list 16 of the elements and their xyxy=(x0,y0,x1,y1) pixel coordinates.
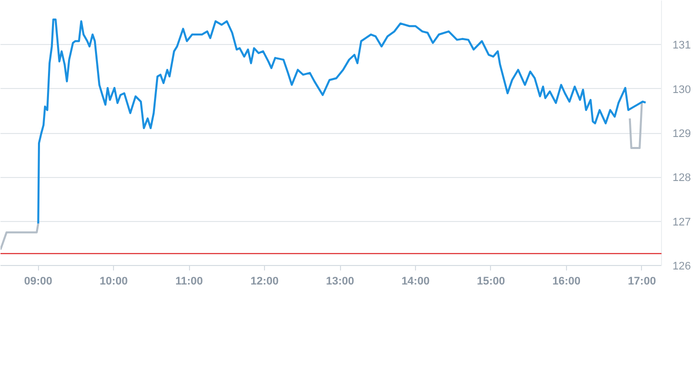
x-tick-label: 14:00 xyxy=(401,276,430,288)
y-tick-label: 131 xyxy=(672,40,691,52)
y-tick-label: 127 xyxy=(672,216,691,228)
x-tick-label: 13:00 xyxy=(326,276,354,288)
line-series xyxy=(37,18,647,225)
x-tick-label: 15:00 xyxy=(476,276,506,288)
x-tick-label: 17:00 xyxy=(628,276,656,288)
y-tick-label: 126 xyxy=(672,260,691,272)
y-tick-label: 130 xyxy=(672,84,691,96)
x-tick-label: 11:00 xyxy=(175,276,203,288)
x-tick-label: 10:00 xyxy=(100,276,128,288)
x-tick-label: 09:00 xyxy=(24,276,52,288)
y-tick-label: 129 xyxy=(672,128,691,140)
x-tick-label: 12:00 xyxy=(250,276,279,288)
y-tick-label: 128 xyxy=(672,172,691,184)
x-tick-label: 16:00 xyxy=(552,276,580,288)
